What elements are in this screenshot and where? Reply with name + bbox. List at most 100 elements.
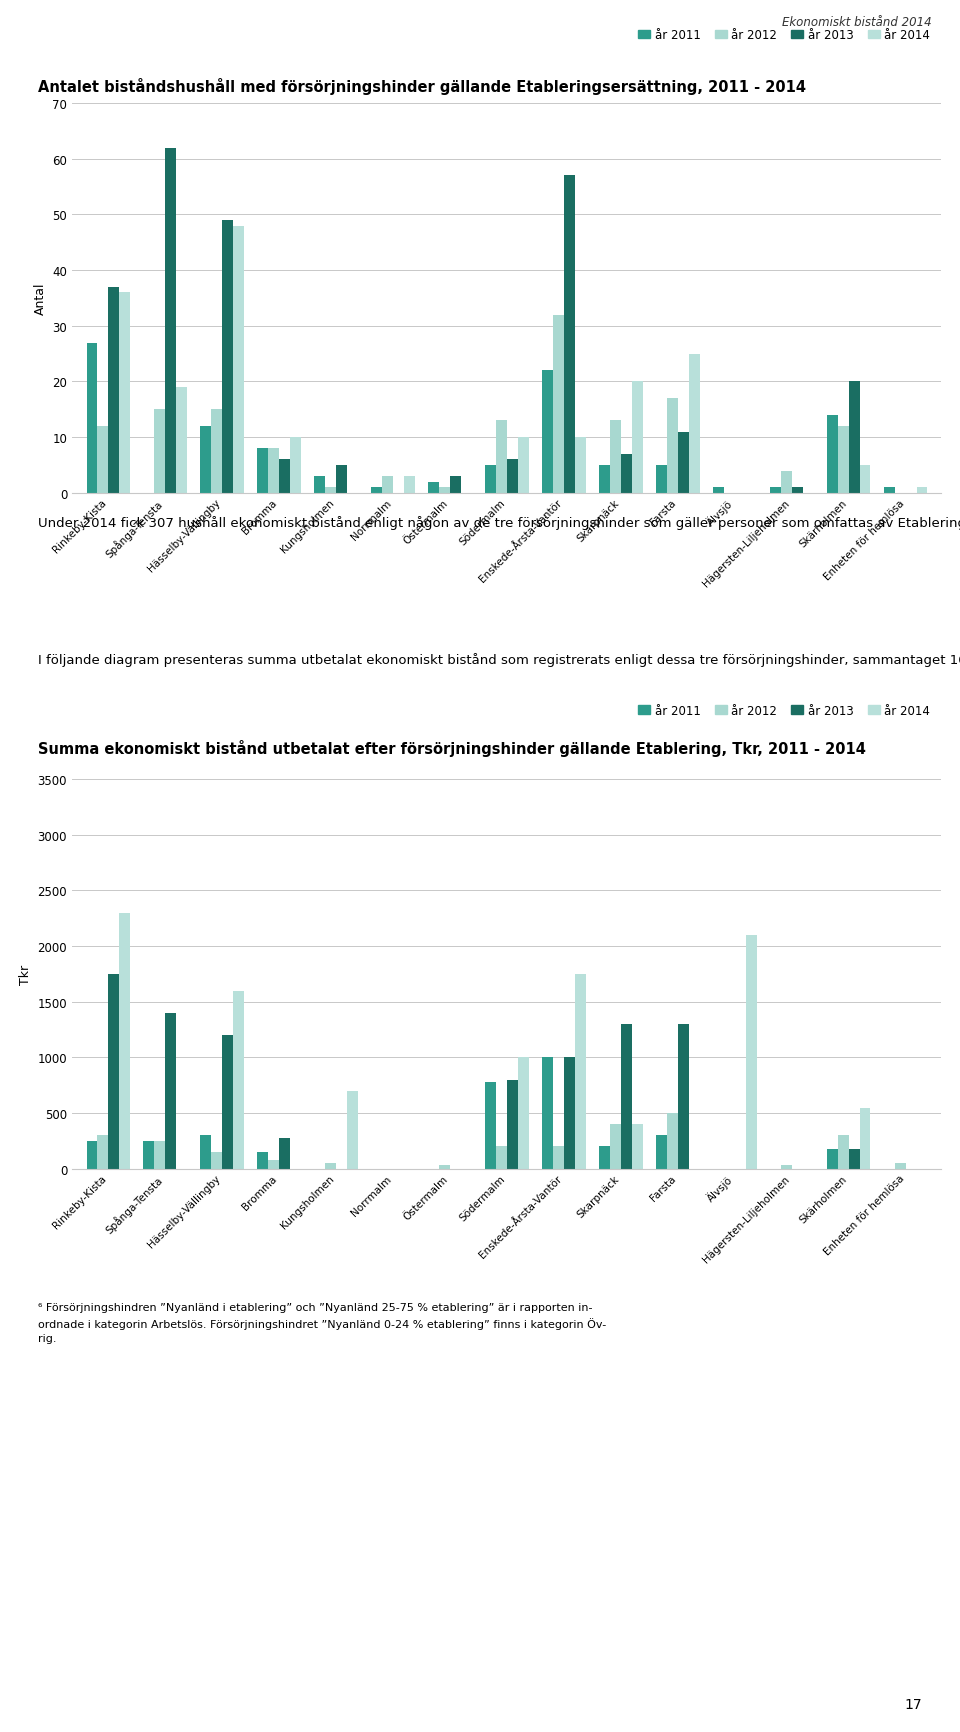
Bar [828,1150,838,1169]
Bar [325,1164,336,1169]
Bar [575,973,586,1169]
Bar [884,488,895,494]
Bar [542,1058,553,1169]
Bar [849,1150,859,1169]
Bar [746,935,756,1169]
Bar [621,454,632,494]
Bar [119,913,130,1169]
Bar [496,1147,507,1169]
Bar [155,1141,165,1169]
Bar [404,476,415,494]
Bar [201,426,211,494]
Bar [632,383,642,494]
Bar [713,488,724,494]
Bar [895,1164,906,1169]
Bar [165,1013,176,1169]
Bar [86,343,97,494]
Bar [553,1147,564,1169]
Bar [372,488,382,494]
Bar [657,466,667,494]
Bar [575,438,586,494]
Bar [564,177,575,494]
Bar [859,466,871,494]
Bar [496,421,507,494]
Bar [517,1058,529,1169]
Bar [165,149,176,494]
Bar [97,426,108,494]
Bar [257,1152,268,1169]
Bar [781,1166,792,1169]
Bar [553,315,564,494]
Text: ⁶ Försörjningshindren ”Nyanländ i etablering” och ”Nyanländ 25-75 % etablering” : ⁶ Försörjningshindren ”Nyanländ i etable… [38,1302,607,1344]
Bar [621,1024,632,1169]
Text: Under 2014 fick 307 hushåll ekonomiskt bistånd enligt någon av de tre försörjnin: Under 2014 fick 307 hushåll ekonomiskt b… [38,514,960,530]
Bar [279,461,290,494]
Bar [611,1124,621,1169]
Y-axis label: Antal: Antal [34,282,47,315]
Bar [233,991,244,1169]
Bar [611,421,621,494]
Bar [211,1152,222,1169]
Bar [828,416,838,494]
Bar [325,488,336,494]
Bar [838,1136,849,1169]
Bar [315,476,325,494]
Bar [257,449,268,494]
Bar [838,426,849,494]
Bar [176,388,187,494]
Bar [849,383,859,494]
Text: 17: 17 [904,1697,922,1711]
Bar [155,410,165,494]
Bar [222,222,233,494]
Y-axis label: Tkr: Tkr [19,965,32,984]
Bar [143,1141,155,1169]
Bar [657,1136,667,1169]
Bar [486,466,496,494]
Bar [486,1082,496,1169]
Bar [336,466,347,494]
Bar [222,1036,233,1169]
Bar [542,371,553,494]
Bar [688,355,700,494]
Bar [667,398,678,494]
Bar [450,476,461,494]
Bar [507,1081,517,1169]
Bar [290,438,300,494]
Bar [792,488,803,494]
Bar [97,1136,108,1169]
Bar [86,1141,97,1169]
Bar [268,1160,279,1169]
Bar [564,1058,575,1169]
Legend: år 2011, år 2012, år 2013, år 2014: år 2011, år 2012, år 2013, år 2014 [634,24,935,47]
Text: I följande diagram presenteras summa utbetalat ekonomiskt bistånd som registrera: I följande diagram presenteras summa utb… [38,653,960,667]
Bar [770,488,781,494]
Bar [678,1024,688,1169]
Bar [517,438,529,494]
Bar [428,483,439,494]
Bar [119,293,130,494]
Bar [211,410,222,494]
Bar [781,471,792,494]
Bar [678,433,688,494]
Bar [667,1114,678,1169]
Bar [108,973,119,1169]
Bar [507,461,517,494]
Bar [201,1136,211,1169]
Bar [347,1091,358,1169]
Bar [382,476,393,494]
Bar [859,1108,871,1169]
Text: Summa ekonomiskt bistånd utbetalat efter försörjningshinder gällande Etablering,: Summa ekonomiskt bistånd utbetalat efter… [38,740,866,757]
Bar [268,449,279,494]
Text: Ekonomiskt bistånd 2014: Ekonomiskt bistånd 2014 [781,16,931,29]
Bar [632,1124,642,1169]
Bar [599,1147,611,1169]
Bar [439,488,450,494]
Text: Antalet biståndshushåll med försörjningshinder gällande Etableringsersättning, 2: Antalet biståndshushåll med försörjnings… [38,78,806,95]
Bar [439,1166,450,1169]
Bar [108,288,119,494]
Bar [599,466,611,494]
Bar [279,1138,290,1169]
Bar [233,227,244,494]
Bar [917,488,927,494]
Legend: år 2011, år 2012, år 2013, år 2014: år 2011, år 2012, år 2013, år 2014 [634,700,935,722]
